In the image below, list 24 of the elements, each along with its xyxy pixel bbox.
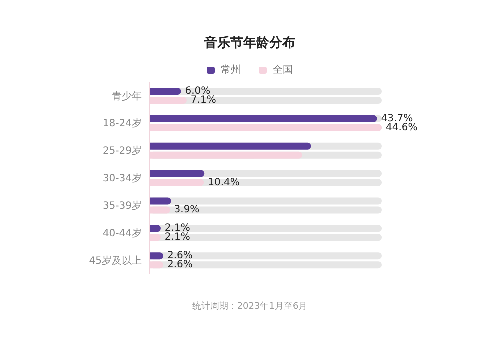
- data-label: 44.6%: [386, 122, 418, 134]
- y-tick-label: 30-34岁: [102, 172, 142, 185]
- y-tick-label: 25-29岁: [102, 145, 142, 158]
- data-label: 2.6%: [168, 260, 193, 271]
- data-label: 43.7%: [381, 113, 414, 124]
- data-label: 10.4%: [208, 177, 240, 188]
- y-tick-label: 40-44岁: [102, 227, 142, 240]
- data-label: 7.1%: [190, 95, 216, 106]
- legend-label: 全国: [272, 64, 293, 77]
- data-label: 3.9%: [174, 204, 200, 216]
- bar: [150, 252, 164, 260]
- y-tick-label: 18-24岁: [102, 118, 142, 130]
- chart-title: 音乐节年龄分布: [204, 34, 296, 52]
- data-label: 6.0%: [185, 86, 211, 97]
- y-tick-label: 45岁及以上: [89, 254, 142, 267]
- bar: [150, 115, 378, 122]
- bar: [150, 88, 182, 95]
- y-tick-label: 35-39岁: [102, 200, 142, 212]
- text: 统计周期：2023年1月至6月: [191, 300, 309, 313]
- data-label: 2.1%: [164, 232, 190, 244]
- bar: [150, 198, 172, 205]
- y-tick-label: 青少年: [112, 90, 142, 102]
- legend-label: 常州: [220, 64, 241, 77]
- bar: [150, 170, 205, 178]
